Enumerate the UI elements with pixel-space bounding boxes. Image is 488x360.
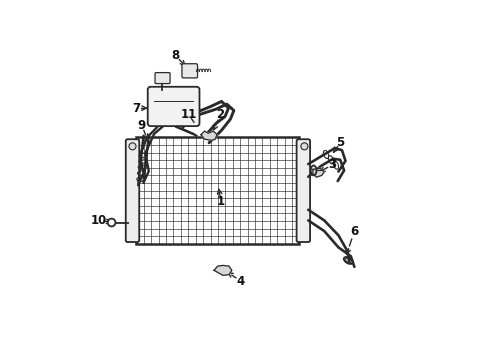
Circle shape (107, 219, 115, 226)
Circle shape (129, 143, 136, 150)
Text: 7: 7 (132, 102, 140, 114)
Text: 1: 1 (217, 195, 225, 208)
Text: 11: 11 (180, 108, 196, 121)
Text: 6: 6 (349, 225, 358, 238)
Text: 3: 3 (327, 158, 336, 171)
Circle shape (300, 143, 307, 150)
FancyBboxPatch shape (182, 64, 197, 78)
FancyBboxPatch shape (155, 73, 170, 84)
FancyBboxPatch shape (147, 87, 199, 126)
Text: 8: 8 (171, 49, 179, 62)
FancyBboxPatch shape (296, 139, 309, 242)
Text: 4: 4 (236, 275, 244, 288)
Bar (136, 138, 299, 244)
Text: 10: 10 (91, 214, 107, 227)
FancyBboxPatch shape (125, 139, 139, 242)
Polygon shape (214, 265, 231, 275)
Polygon shape (312, 168, 324, 177)
Text: 2: 2 (216, 108, 224, 121)
Text: 9: 9 (137, 118, 145, 131)
Text: 5: 5 (335, 136, 344, 149)
Polygon shape (201, 131, 217, 140)
